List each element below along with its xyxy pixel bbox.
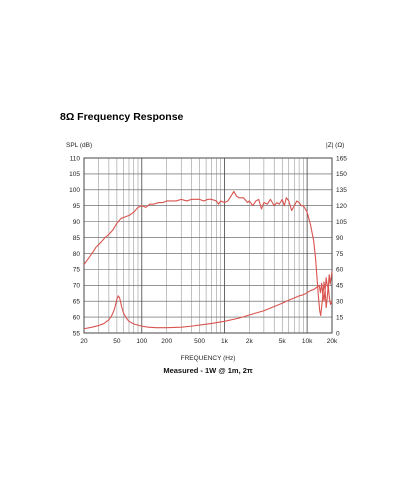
x-tick-label: 20k <box>327 338 338 345</box>
x-tick-label: 2k <box>246 338 254 345</box>
y-right-tick-label: 15 <box>336 314 344 321</box>
x-tick-label: 200 <box>161 338 172 345</box>
y-right-tick-label: 105 <box>336 219 347 226</box>
x-tick-label: 100 <box>136 338 147 345</box>
right-axis-title: |Z| (Ω) <box>326 142 344 149</box>
y-left-tick-label: 100 <box>69 187 80 194</box>
y-right-tick-label: 30 <box>336 298 344 305</box>
y-right-tick-label: 150 <box>336 171 347 178</box>
page-title: 8Ω Frequency Response <box>60 111 184 123</box>
y-left-tick-label: 85 <box>73 235 81 242</box>
y-left-tick-label: 65 <box>73 298 81 305</box>
y-left-tick-label: 70 <box>73 283 81 290</box>
left-axis-title: SPL (dB) <box>66 142 92 149</box>
y-left-tick-label: 95 <box>73 203 81 210</box>
x-tick-label: 1k <box>221 338 229 345</box>
grid-lines <box>84 158 332 333</box>
y-right-tick-label: 75 <box>336 251 344 258</box>
y-left-tick-label: 110 <box>70 155 81 162</box>
x-tick-label: 5k <box>279 338 287 345</box>
y-right-tick-label: 135 <box>336 187 347 194</box>
y-left-tick-label: 60 <box>73 314 81 321</box>
series-lines <box>83 190 333 330</box>
y-left-tick-label: 75 <box>73 267 81 274</box>
y-right-tick-label: 60 <box>336 267 344 274</box>
tick-labels: 1101051009590858075706560551651501351201… <box>69 155 347 345</box>
y-left-tick-label: 80 <box>73 251 81 258</box>
x-axis-title: FREQUENCY (Hz) <box>181 355 236 362</box>
y-right-tick-label: 165 <box>336 155 347 162</box>
impedance-curve <box>83 271 333 330</box>
y-right-tick-label: 45 <box>336 283 344 290</box>
y-left-tick-label: 90 <box>73 219 81 226</box>
x-tick-label: 50 <box>113 338 121 345</box>
spl-curve <box>83 190 333 317</box>
y-right-tick-label: 0 <box>336 330 340 337</box>
x-tick-label: 10k <box>302 338 313 345</box>
y-right-tick-label: 90 <box>336 235 344 242</box>
y-right-tick-label: 120 <box>336 203 347 210</box>
y-left-tick-label: 55 <box>73 330 81 337</box>
plot-frame <box>83 157 333 334</box>
y-left-tick-label: 105 <box>69 171 80 178</box>
x-tick-label: 20 <box>80 338 88 345</box>
measurement-note: Measured - 1W @ 1m, 2π <box>163 366 253 375</box>
x-tick-label: 500 <box>194 338 205 345</box>
